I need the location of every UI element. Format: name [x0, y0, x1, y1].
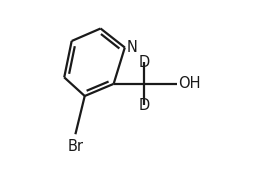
Text: D: D	[139, 55, 150, 70]
Text: OH: OH	[178, 76, 201, 91]
Text: D: D	[139, 98, 150, 113]
Text: N: N	[126, 40, 137, 55]
Text: Br: Br	[67, 139, 84, 154]
